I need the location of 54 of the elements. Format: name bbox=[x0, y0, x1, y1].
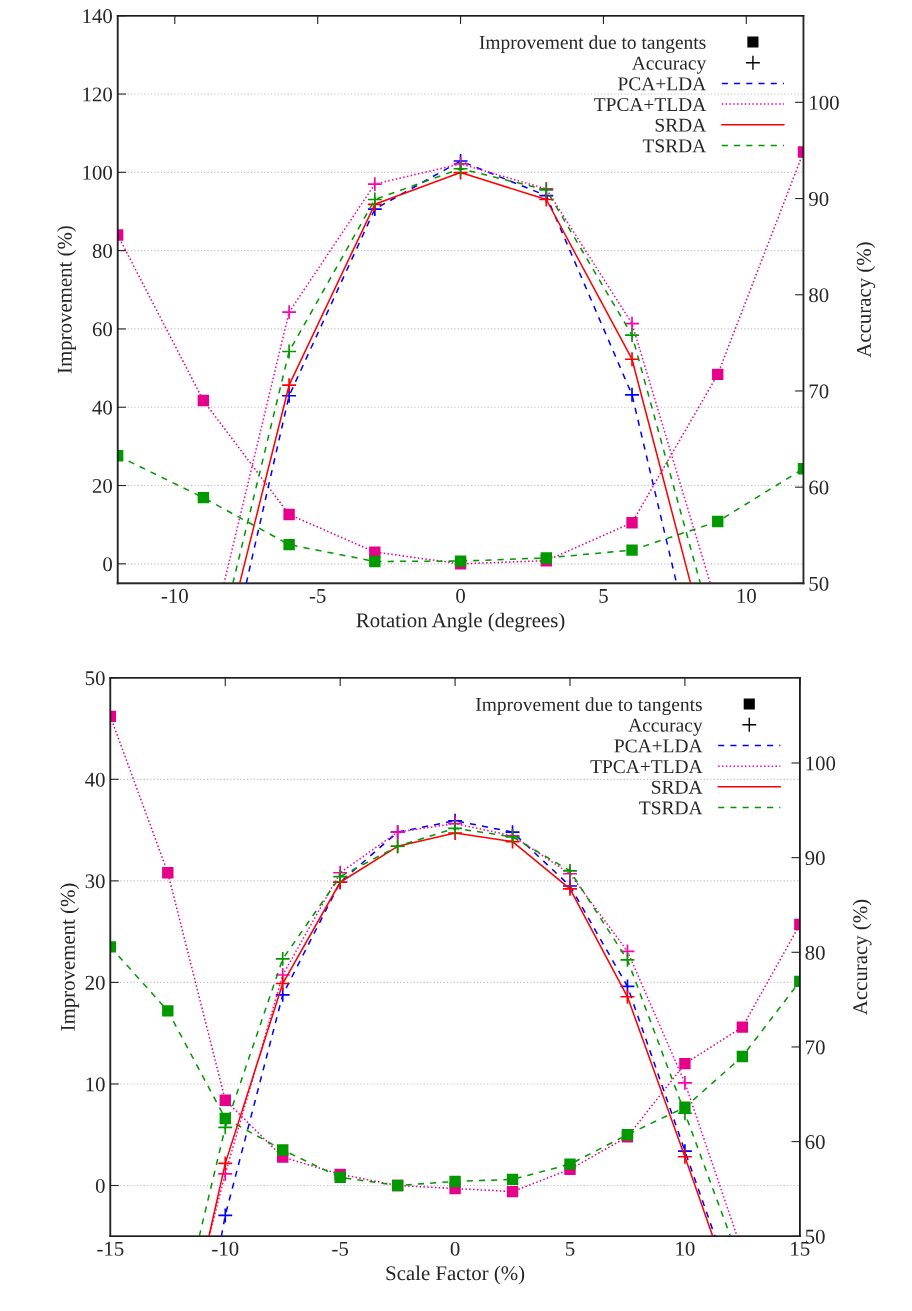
legend-label: TPCA+TLDA bbox=[594, 98, 707, 112]
y-tick-label: 20 bbox=[92, 478, 112, 493]
y-tick-label: 0 bbox=[103, 557, 112, 572]
y-tick-label: 60 bbox=[92, 322, 112, 337]
legend-label: Improvement due to tangents bbox=[475, 697, 702, 716]
y2-tick-label: 100 bbox=[810, 95, 839, 110]
legend-label: Accuracy bbox=[631, 56, 707, 74]
y2-tick-label: 100 bbox=[806, 756, 836, 771]
legend-label: Accuracy bbox=[628, 718, 703, 736]
y2-tick-label: 70 bbox=[806, 1040, 825, 1055]
y2-axis-title: Accuracy (%) bbox=[856, 242, 876, 358]
x-tick-label: 0 bbox=[450, 1241, 460, 1256]
legend-label: TSRDA bbox=[642, 139, 707, 153]
x-axis-title: Scale Factor (%) bbox=[386, 1265, 525, 1285]
x-tick-label: -10 bbox=[212, 1241, 239, 1256]
y-tick-label: 100 bbox=[83, 165, 112, 180]
y-axis-title: Improvement (%) bbox=[57, 226, 76, 374]
y2-tick-label: 80 bbox=[809, 288, 829, 303]
y-tick-label: 20 bbox=[85, 975, 105, 990]
legend-label: SRDA bbox=[652, 780, 703, 794]
legend-label: PCA+LDA bbox=[618, 77, 707, 91]
x-tick-label: 10 bbox=[737, 588, 756, 603]
x-tick-label: -15 bbox=[97, 1241, 124, 1256]
x-tick-label: 10 bbox=[676, 1241, 695, 1256]
x-tick-label: 5 bbox=[599, 589, 608, 603]
y-tick-label: 80 bbox=[92, 244, 112, 259]
y-tick-label: 0 bbox=[95, 1178, 105, 1193]
x-tick-label: 0 bbox=[456, 588, 465, 603]
x-tick-label: -10 bbox=[161, 588, 188, 603]
y2-tick-label: 70 bbox=[809, 384, 829, 399]
legend-label: PCA+LDA bbox=[614, 739, 703, 753]
y-tick-label: 30 bbox=[85, 874, 105, 889]
y2-tick-label: 60 bbox=[805, 1134, 825, 1150]
x-axis-title: Rotation Angle (degrees) bbox=[356, 612, 565, 632]
y2-tick-label: 50 bbox=[809, 576, 829, 591]
x-tick-label: -5 bbox=[332, 1241, 349, 1256]
y-tick-label: 40 bbox=[92, 400, 112, 415]
y-axis-title: Improvement (%) bbox=[60, 883, 80, 1031]
y-tick-label: 120 bbox=[83, 87, 112, 102]
y2-axis-title: Accuracy (%) bbox=[852, 899, 872, 1015]
legend-label: TPCA+TLDA bbox=[590, 760, 703, 774]
legend-label: SRDA bbox=[655, 118, 707, 132]
y-tick-label: 140 bbox=[83, 9, 112, 24]
legend-label: TSRDA bbox=[639, 801, 703, 815]
x-tick-label: 5 bbox=[566, 1241, 575, 1256]
y-tick-label: 50 bbox=[85, 671, 105, 686]
y2-tick-label: 90 bbox=[805, 851, 825, 866]
y2-tick-label: 80 bbox=[805, 945, 825, 960]
y-tick-label: 40 bbox=[85, 772, 105, 787]
y-tick-label: 10 bbox=[86, 1077, 105, 1092]
legend-label: Improvement due to tangents bbox=[479, 35, 706, 53]
y2-tick-label: 60 bbox=[809, 480, 829, 495]
x-tick-label: -5 bbox=[309, 589, 326, 603]
y2-tick-label: 90 bbox=[809, 191, 829, 206]
